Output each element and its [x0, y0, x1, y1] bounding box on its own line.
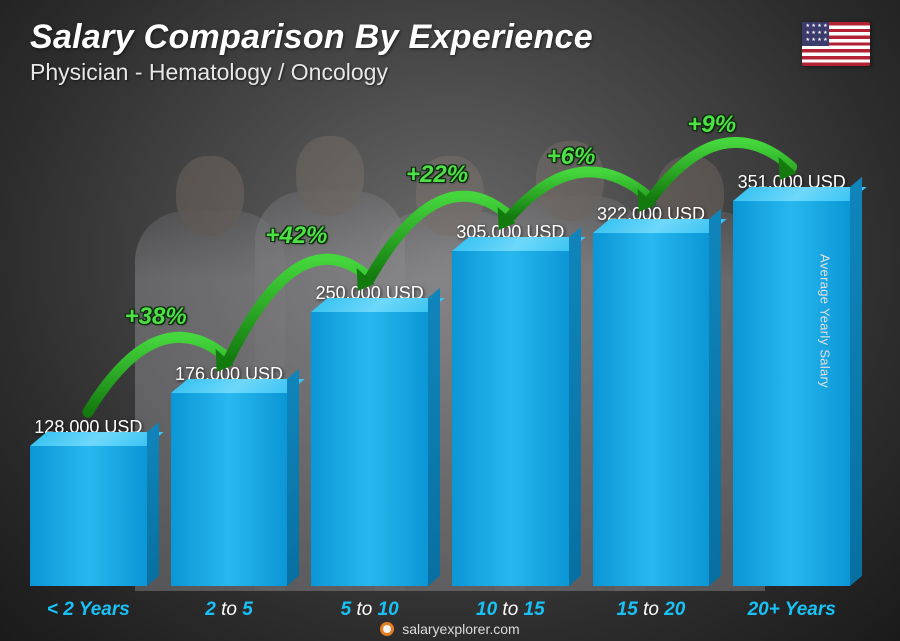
bar: [452, 251, 569, 586]
pct-change-label: +9%: [687, 111, 736, 139]
bar-column: 176,000 USD: [171, 364, 288, 586]
chart-title: Salary Comparison By Experience: [30, 18, 593, 57]
bar-column: 322,000 USD: [593, 204, 710, 586]
bar-column: 250,000 USD: [311, 283, 428, 586]
pct-change-label: +42%: [265, 222, 327, 250]
bar-column: 305,000 USD: [452, 222, 569, 586]
bar: [30, 446, 147, 586]
bar-column: 351,000 USD: [733, 172, 850, 586]
chart-header: Salary Comparison By Experience Physicia…: [30, 18, 593, 86]
bar: [733, 201, 850, 586]
y-axis-label: Average Yearly Salary: [818, 254, 833, 388]
x-axis-label: 20+ Years: [733, 599, 850, 621]
bar: [311, 312, 428, 586]
x-axis-label: 10 to 15: [452, 599, 569, 621]
bar: [171, 393, 288, 586]
footer: salaryexplorer.com: [0, 621, 900, 637]
bar-column: 128,000 USD: [30, 417, 147, 586]
x-axis-label: < 2 Years: [30, 599, 147, 621]
pct-change-label: +38%: [125, 303, 187, 331]
pct-change-label: +6%: [547, 143, 596, 171]
bar: [593, 233, 710, 586]
x-axis-label: 2 to 5: [171, 599, 288, 621]
chart-subtitle: Physician - Hematology / Oncology: [30, 59, 593, 86]
footer-text: salaryexplorer.com: [402, 621, 520, 637]
x-axis-labels: < 2 Years 2 to 5 5 to 10 10 to 15 15 to 20 20…: [30, 599, 850, 621]
flag-icon: [802, 22, 870, 66]
x-axis-label: 15 to 20: [593, 599, 710, 621]
pct-change-label: +22%: [406, 161, 468, 189]
logo-icon: [380, 622, 394, 636]
x-axis-label: 5 to 10: [311, 599, 428, 621]
